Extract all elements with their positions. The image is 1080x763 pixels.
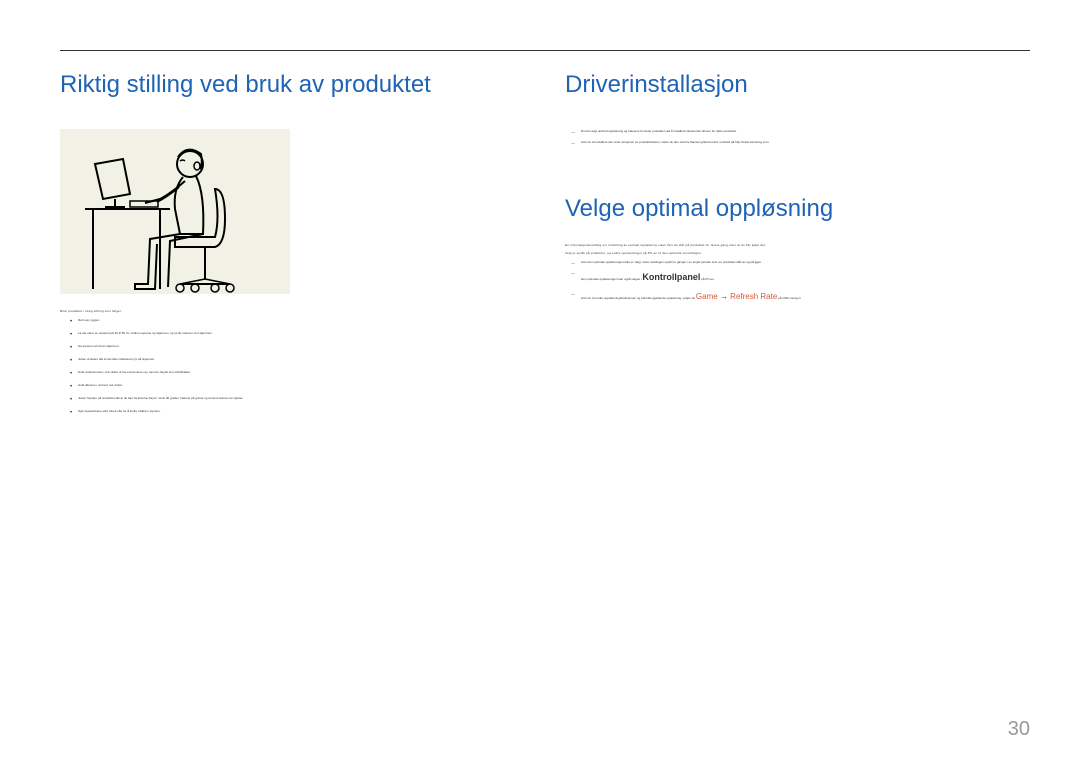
list-item: Juster høyden på produktet slik at du ka…: [70, 396, 525, 401]
top-rule: [60, 50, 1030, 51]
list-item: Hvis den optimale oppløsningen ikke er v…: [571, 260, 1030, 265]
resolution-para-2: Velg et språk på produktet, og endre opp…: [565, 251, 1030, 256]
bold-kontrollpanel: Kontrollpanel: [642, 272, 700, 282]
text: på OSD-menyen.: [777, 296, 801, 300]
posture-list: Rett opp ryggen. La det være en avstand …: [60, 318, 525, 415]
list-item: Hold underarmene i rett vinkel ut fra ov…: [70, 370, 525, 375]
list-item: Juster vinkelen slik at det ikke reflekt…: [70, 357, 525, 362]
driver-notes: Du kan angi optimal oppløsning og frekve…: [565, 129, 1030, 145]
right-heading-1: Driverinstallasjon: [565, 71, 1030, 99]
resolution-notes: Hvis den optimale oppløsningen ikke er v…: [565, 260, 1030, 304]
left-heading: Riktig stilling ved bruk av produktet: [60, 71, 525, 99]
list-item: Rett opp ryggen.: [70, 318, 525, 323]
left-column: Riktig stilling ved bruk av produktet: [60, 71, 525, 422]
page-number: 30: [1008, 718, 1030, 741]
text: på PC-en.: [700, 277, 714, 281]
right-column: Driverinstallasjon Du kan angi optimal o…: [565, 71, 1030, 422]
text: Hvis du vil endre oppdateringsfrekvensen…: [581, 296, 696, 300]
menu-refresh-rate: Refresh Rate: [730, 292, 777, 301]
two-column-layout: Riktig stilling ved bruk av produktet: [60, 71, 1030, 422]
left-intro: Bruk produktet i riktig stilling som føl…: [60, 309, 525, 314]
list-item: Ha øynene rett foran skjermen.: [70, 344, 525, 349]
list-item: Hvis du vil endre oppdateringsfrekvensen…: [571, 291, 1030, 304]
resolution-para-1: En informasjonsmelding om innstilling av…: [565, 243, 1030, 248]
list-item: Hvis du vil installere den siste versjon…: [571, 140, 1030, 145]
list-item: Hold albuene i omtrent rett vinkel.: [70, 383, 525, 388]
posture-svg: [75, 139, 275, 294]
list-item: Du kan angi optimal oppløsning og frekve…: [571, 129, 1030, 134]
list-item: La det være en avstand på 45 til 50 cm m…: [70, 331, 525, 336]
manual-page: Riktig stilling ved bruk av produktet: [0, 0, 1080, 763]
posture-illustration: [60, 129, 290, 294]
arrow-icon: →: [718, 292, 730, 301]
list-item: Gjør øyeøvelsene eller blunk ofte for å …: [70, 409, 525, 414]
right-heading-2: Velge optimal oppløsning: [565, 195, 1030, 223]
list-item: Den optimale oppløsningen kan også velge…: [571, 270, 1030, 284]
menu-game: Game: [696, 292, 718, 301]
text: Den optimale oppløsningen kan også velge…: [581, 277, 642, 281]
